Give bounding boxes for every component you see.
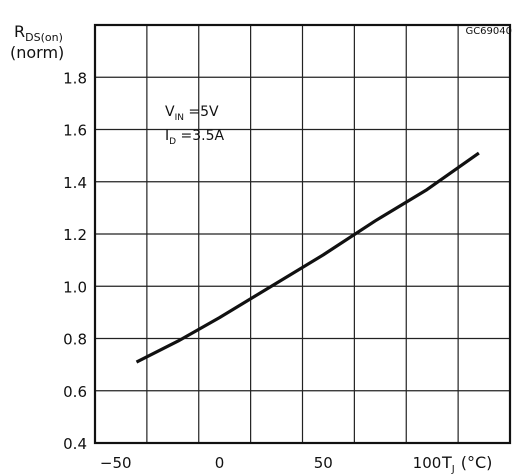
series-line xyxy=(135,151,480,364)
series-group xyxy=(135,151,480,364)
x-tick-label: −50 xyxy=(100,454,132,472)
y-tick-label: 1.4 xyxy=(63,174,87,192)
y-axis-title: RDS(on) xyxy=(14,22,63,44)
x-tick-label: 50 xyxy=(314,454,333,472)
x-axis-title: TJ (°C) xyxy=(441,453,492,475)
grid-lines xyxy=(95,25,510,443)
annotation-id-main: I xyxy=(165,128,169,144)
annotation-vin-rest: =5V xyxy=(184,104,219,120)
y-axis-title-line2: (norm) xyxy=(10,43,64,62)
annotation-id-rest: =3.5A xyxy=(176,128,224,144)
y-tick-label: 0.4 xyxy=(63,435,87,453)
y-axis-title-sub: DS(on) xyxy=(25,31,63,44)
y-tick-label: 1.0 xyxy=(63,278,87,296)
x-axis-title-unit: (°C) xyxy=(461,453,493,472)
plot-frame xyxy=(93,23,512,445)
x-tick-label: 100 xyxy=(413,454,442,472)
y-tick-label: 0.8 xyxy=(63,331,87,349)
x-tick-label: 0 xyxy=(215,454,225,472)
annotation-id-sub: D xyxy=(169,137,176,147)
y-tick-labels: 0.4 0.6 0.8 1.0 1.2 1.4 1.6 1.8 xyxy=(63,69,87,453)
y-axis-title-main: R xyxy=(14,22,25,41)
x-axis-title-sub: J xyxy=(451,464,455,475)
y-tick-label: 0.6 xyxy=(63,383,87,401)
annotation-vin: VIN =5V xyxy=(165,104,219,123)
y-tick-label: 1.6 xyxy=(63,122,87,140)
y-tick-label: 1.8 xyxy=(63,69,87,87)
annotation-vin-main: V xyxy=(165,104,175,120)
figure-id: GC69040 xyxy=(465,26,512,37)
y-tick-label: 1.2 xyxy=(63,226,87,244)
x-axis-title-main: T xyxy=(441,453,452,472)
annotation-id: ID =3.5A xyxy=(165,128,225,147)
annotation-vin-sub: IN xyxy=(175,113,184,123)
x-tick-labels: −50 0 50 100 xyxy=(100,454,441,472)
